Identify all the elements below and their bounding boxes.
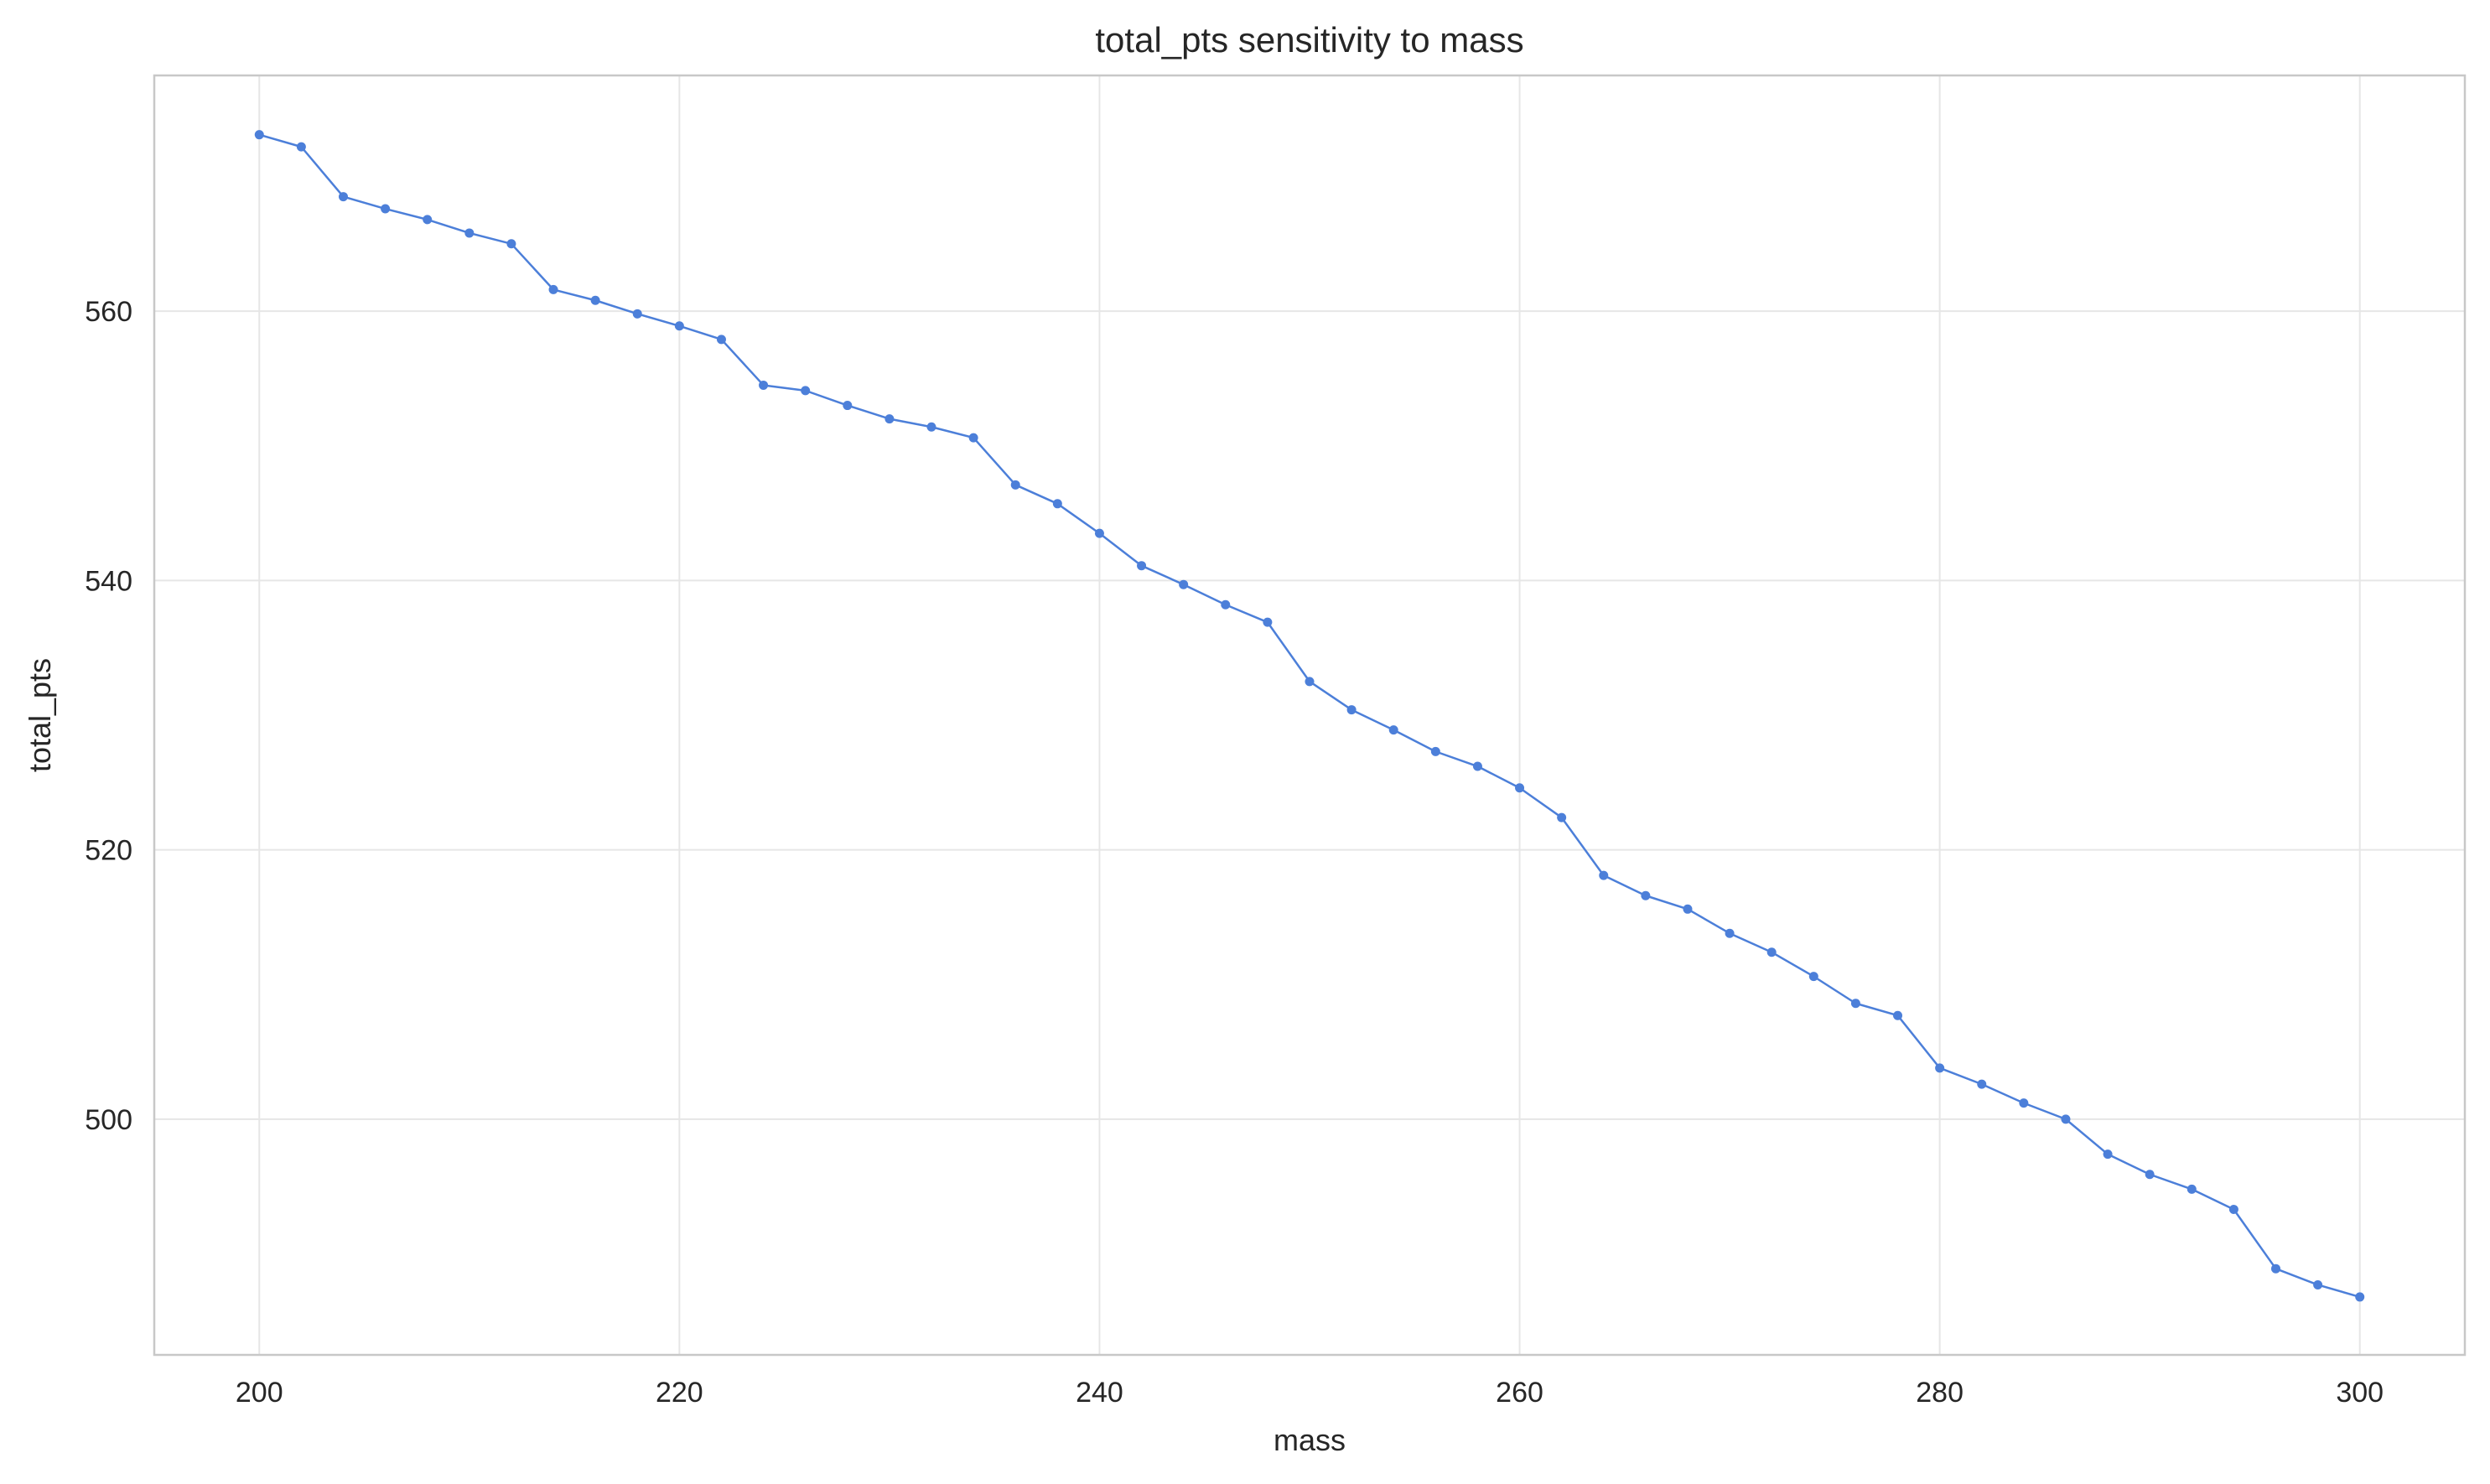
x-tick-label: 220	[656, 1377, 703, 1409]
data-point	[548, 284, 558, 294]
data-point	[1599, 870, 1609, 880]
data-point	[1557, 812, 1567, 822]
data-point	[2271, 1263, 2281, 1274]
data-point	[716, 335, 726, 345]
data-point	[2145, 1170, 2155, 1180]
data-point	[1010, 480, 1020, 490]
data-point	[843, 401, 853, 411]
y-axis-label: total_pts	[23, 658, 57, 772]
data-point	[2313, 1279, 2323, 1289]
x-tick-label: 240	[1076, 1377, 1123, 1409]
y-tick-label: 500	[85, 1104, 132, 1136]
series-line	[258, 133, 2361, 1299]
y-tick-label: 520	[85, 835, 132, 867]
data-point	[2103, 1149, 2113, 1160]
data-point	[968, 433, 978, 443]
data-point	[423, 215, 433, 225]
data-point	[926, 422, 936, 432]
data-point	[1725, 928, 1735, 938]
data-point	[1893, 1010, 1903, 1020]
data-point	[1346, 705, 1357, 715]
tick-labels: 200 220 240 260 280 300 500 520 540 560	[85, 296, 2384, 1409]
data-point	[801, 386, 811, 396]
data-point	[254, 130, 264, 140]
x-tick-label: 260	[1496, 1377, 1543, 1409]
data-point	[1179, 579, 1189, 589]
data-point	[338, 192, 348, 202]
data-point	[1850, 999, 1860, 1009]
data-point	[1094, 528, 1104, 538]
data-point	[1137, 561, 1147, 571]
data-point	[674, 321, 684, 331]
grid	[154, 75, 2465, 1355]
data-point	[2355, 1292, 2365, 1302]
data-point	[464, 228, 475, 238]
data-point	[506, 239, 516, 249]
chart-title: total_pts sensitivity to mass	[1095, 20, 1523, 60]
data-point	[1263, 617, 1273, 627]
data-point	[1305, 677, 1315, 687]
data-point	[1641, 890, 1651, 900]
data-point	[884, 414, 895, 424]
data-point	[1515, 783, 1525, 793]
data-point	[759, 380, 769, 390]
data-point	[1977, 1079, 1987, 1089]
data-point	[2019, 1098, 2029, 1108]
x-axis-label: mass	[1274, 1423, 1346, 1457]
data-point	[1052, 499, 1062, 509]
data-point	[1808, 972, 1818, 982]
x-tick-label: 280	[1916, 1377, 1963, 1409]
data-point	[2228, 1205, 2238, 1215]
data-point	[2187, 1184, 2197, 1194]
data-point	[381, 204, 391, 214]
data-point	[1430, 746, 1440, 756]
data-point	[1766, 947, 1777, 957]
data-point	[1683, 904, 1693, 914]
data-point	[1472, 761, 1482, 771]
x-tick-label: 300	[2336, 1377, 2384, 1409]
data-point	[590, 295, 600, 305]
data-point	[2061, 1114, 2071, 1124]
data-point	[1221, 599, 1231, 610]
y-tick-label: 540	[85, 565, 132, 597]
x-tick-label: 200	[236, 1377, 283, 1409]
data-point	[632, 309, 642, 319]
data-point	[296, 142, 306, 152]
y-tick-label: 560	[85, 296, 132, 328]
data-point	[1388, 725, 1398, 735]
data-point	[1935, 1063, 1945, 1073]
series-layer	[254, 130, 2365, 1302]
plot-frame	[153, 74, 2467, 1357]
